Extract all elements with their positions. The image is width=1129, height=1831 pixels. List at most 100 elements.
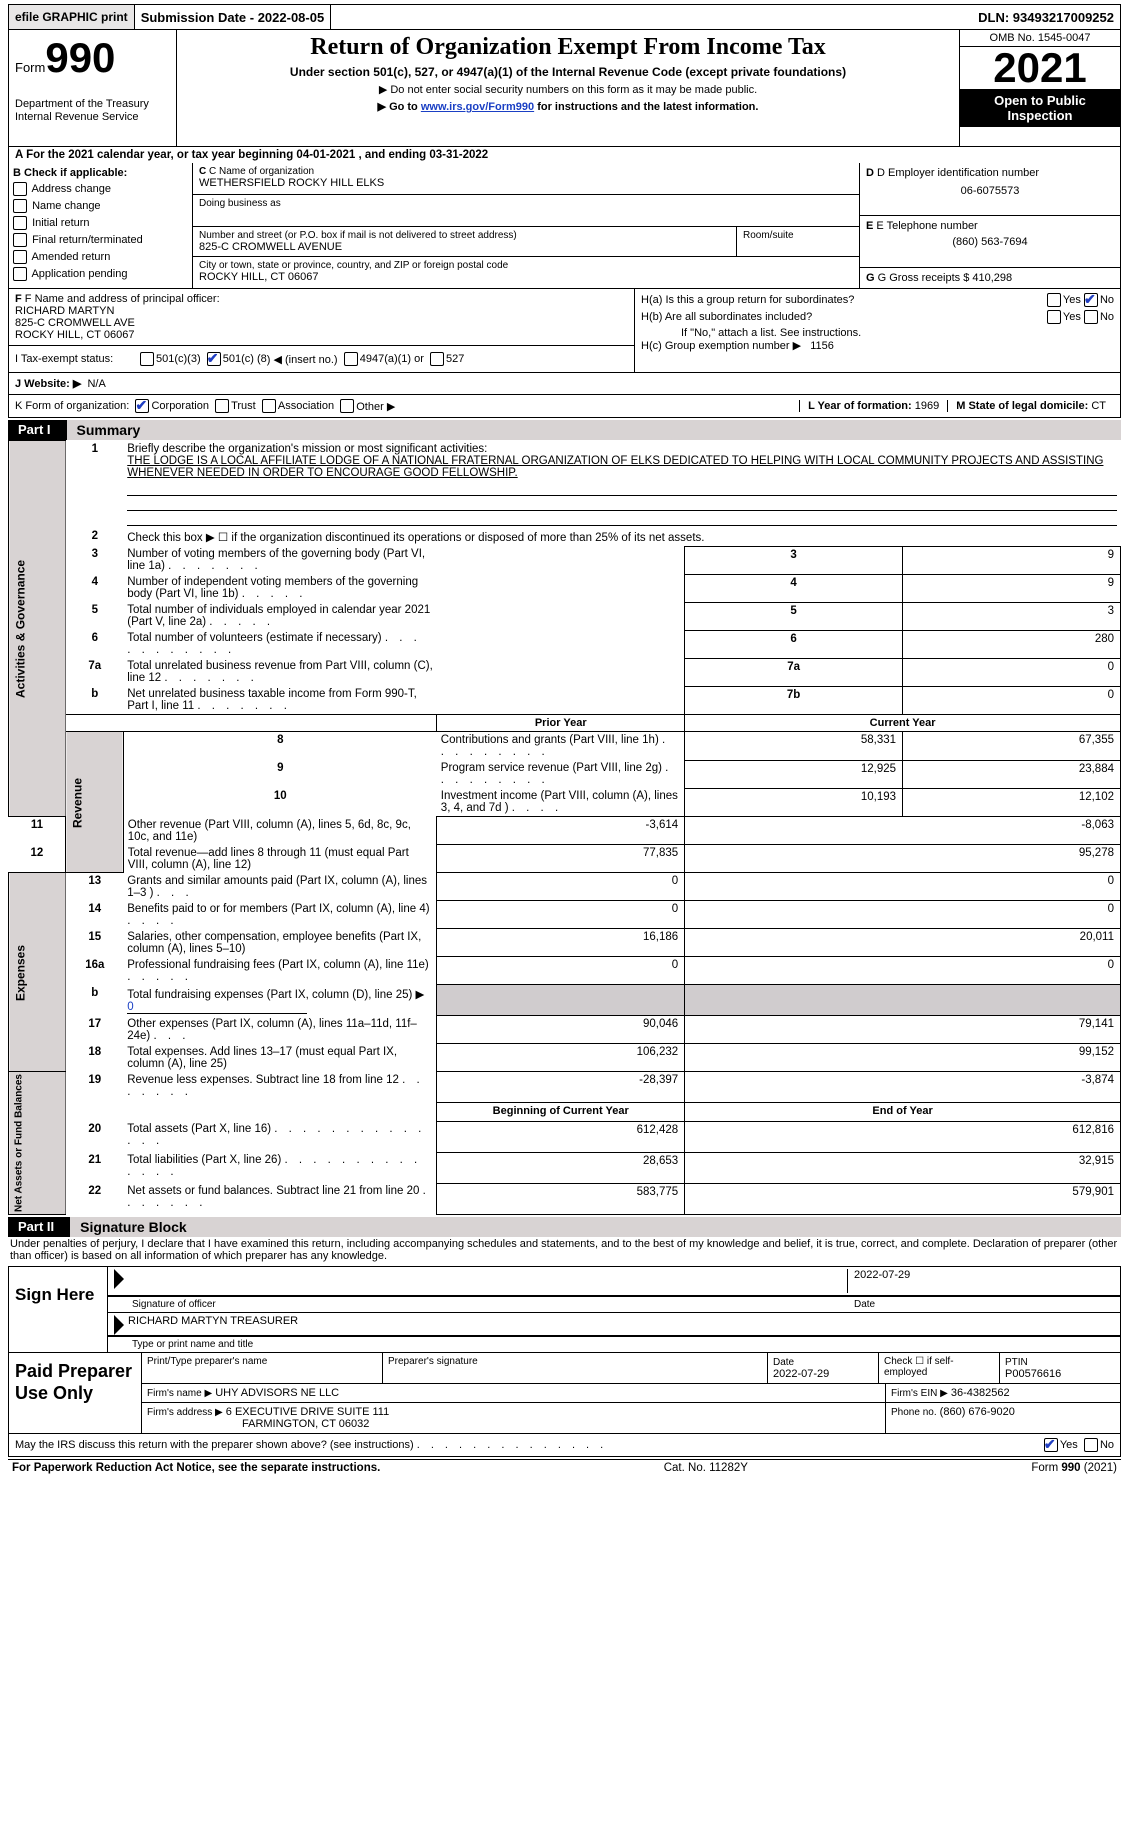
sign-block: Sign Here 2022-07-29 Signature of office… (8, 1266, 1121, 1353)
p20: 612,428 (437, 1121, 685, 1152)
form-org-label: K Form of organization: (15, 400, 129, 412)
city-label: City or town, state or province, country… (199, 260, 853, 271)
part1-title: Summary (67, 420, 1121, 440)
q16b-val: 0 (127, 1001, 307, 1014)
info-block: B Check if applicable: Address change Na… (8, 163, 1121, 289)
form-990-num: 990 (45, 34, 115, 81)
p8: 58,331 (685, 732, 903, 761)
c20: 612,816 (685, 1121, 1121, 1152)
c11: -8,063 (685, 817, 1121, 845)
q12: Total revenue—add lines 8 through 11 (mu… (128, 847, 409, 871)
part1-header: Part I Summary (8, 420, 1121, 440)
side-revenue: Revenue (66, 732, 123, 873)
c12: 95,278 (685, 845, 1121, 873)
q22: Net assets or fund balances. Subtract li… (127, 1185, 419, 1197)
c18: 99,152 (685, 1044, 1121, 1072)
ha-no[interactable] (1084, 293, 1098, 307)
p21: 28,653 (437, 1152, 685, 1183)
q20: Total assets (Part X, line 16) (127, 1123, 271, 1135)
c16a: 0 (685, 957, 1121, 985)
chk-501c[interactable] (207, 352, 221, 366)
opt-trust: Trust (231, 400, 256, 412)
c21: 32,915 (685, 1152, 1121, 1183)
hb-yes[interactable] (1047, 310, 1061, 324)
gross-receipts-value: 410,298 (972, 272, 1012, 284)
firm-name-lbl: Firm's name ▶ (147, 1388, 212, 1399)
part2-title: Signature Block (70, 1217, 1121, 1237)
chk-501c3[interactable] (140, 352, 154, 366)
chk-trust[interactable] (215, 399, 229, 413)
state-domicile: M State of legal domicile: CT (947, 400, 1114, 412)
firm-phone-lbl: Phone no. (891, 1407, 937, 1418)
website-label: J Website: ▶ (15, 377, 81, 390)
v5: 3 (903, 602, 1121, 630)
paid-preparer-label: Paid Preparer Use Only (9, 1353, 142, 1433)
v3: 9 (903, 546, 1121, 574)
org-name-label: C C Name of organization (199, 166, 853, 177)
chk-address-change[interactable]: Address change (13, 182, 188, 196)
q2: Check this box ▶ ☐ if the organization d… (123, 528, 1120, 547)
signer-type-label: Type or print name and title (132, 1339, 253, 1350)
sign-here-label: Sign Here (9, 1267, 108, 1352)
part2-header: Part II Signature Block (8, 1217, 1121, 1237)
note-goto-pre: ▶ Go to (378, 101, 421, 113)
firm-phone: (860) 676-9020 (940, 1406, 1015, 1418)
c10: 12,102 (903, 788, 1121, 817)
q19: Revenue less expenses. Subtract line 18 … (127, 1074, 399, 1086)
discuss-question: May the IRS discuss this return with the… (15, 1439, 414, 1451)
note-ssn: ▶ Do not enter social security numbers o… (181, 83, 955, 96)
note-goto-post: for instructions and the latest informat… (534, 101, 758, 113)
prep-selfemp[interactable]: Check ☐ if self-employed (879, 1353, 1000, 1383)
ha-yes[interactable] (1047, 293, 1061, 307)
opt-other: Other ▶ (356, 400, 395, 413)
efile-print-button[interactable]: efile GRAPHIC print (9, 5, 135, 29)
chk-assoc[interactable] (262, 399, 276, 413)
q6: Total number of volunteers (estimate if … (127, 632, 381, 644)
chk-application-pending[interactable]: Application pending (13, 267, 188, 281)
discuss-no[interactable] (1084, 1438, 1098, 1452)
chk-corp[interactable] (135, 399, 149, 413)
dba-label: Doing business as (199, 198, 853, 209)
sig-declaration: Under penalties of perjury, I declare th… (8, 1237, 1121, 1266)
p9: 12,925 (685, 760, 903, 788)
hb-no[interactable] (1084, 310, 1098, 324)
chk-4947[interactable] (344, 352, 358, 366)
firm-name: UHY ADVISORS NE LLC (215, 1387, 339, 1399)
summary-table: Activities & Governance 1 Briefly descri… (8, 440, 1121, 1215)
side-netassets: Net Assets or Fund Balances (9, 1072, 66, 1215)
opt-527: 527 (446, 353, 464, 365)
q11: Other revenue (Part VIII, column (A), li… (128, 819, 411, 843)
chk-final-return[interactable]: Final return/terminated (13, 233, 188, 247)
sig-date: 2022-07-29 (847, 1269, 1114, 1293)
part2-tab: Part II (8, 1217, 70, 1237)
opt-501c-pre: 501(c) ( (223, 353, 261, 365)
hb-label: H(b) Are all subordinates included? (641, 311, 901, 323)
discuss-yes[interactable] (1044, 1438, 1058, 1452)
q18: Total expenses. Add lines 13–17 (must eq… (127, 1046, 397, 1070)
chk-initial-return[interactable]: Initial return (13, 216, 188, 230)
p11: -3,614 (437, 817, 685, 845)
officer-label: F F Name and address of principal office… (15, 293, 628, 305)
firm-addr-lbl: Firm's address ▶ (147, 1407, 223, 1418)
preparer-block: Paid Preparer Use Only Print/Type prepar… (8, 1353, 1121, 1434)
side-activities: Activities & Governance (9, 441, 66, 817)
c14: 0 (685, 901, 1121, 929)
c15: 20,011 (685, 929, 1121, 957)
p16a: 0 (437, 957, 685, 985)
prep-date: 2022-07-29 (773, 1368, 829, 1380)
q1-text: THE LODGE IS A LOCAL AFFILIATE LODGE OF … (127, 455, 1103, 479)
opt-corp: Corporation (151, 400, 208, 412)
irs-link[interactable]: www.irs.gov/Form990 (421, 101, 534, 113)
sig-date-label: Date (848, 1299, 1114, 1310)
p19: -28,397 (437, 1072, 685, 1103)
gross-receipts-label: G G Gross receipts $ (866, 272, 969, 284)
p17: 90,046 (437, 1016, 685, 1044)
chk-amended[interactable]: Amended return (13, 250, 188, 264)
p22: 583,775 (437, 1183, 685, 1214)
opt-assoc: Association (278, 400, 334, 412)
hb-note: If "No," attach a list. See instructions… (681, 327, 1114, 339)
opt-501c3: 501(c)(3) (156, 353, 201, 365)
chk-name-change[interactable]: Name change (13, 199, 188, 213)
chk-527[interactable] (430, 352, 444, 366)
chk-other[interactable] (340, 399, 354, 413)
